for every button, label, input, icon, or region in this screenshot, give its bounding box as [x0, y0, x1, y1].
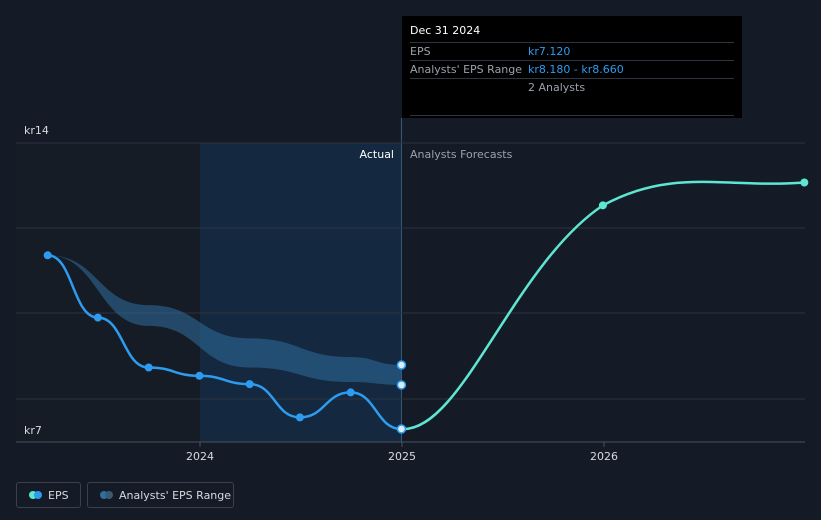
eps-forecast-point-1 [800, 178, 809, 187]
tooltip-eps-key: EPS [410, 45, 431, 58]
eps-forecast-line [401, 180, 805, 431]
range-legend-icon [100, 491, 113, 499]
eps-point-1 [93, 313, 102, 322]
y-tick-label-bottom: kr7 [24, 424, 42, 437]
tooltip-eps-value: kr7.120 [528, 45, 571, 58]
eps-point-5 [295, 413, 304, 422]
tooltip-date: Dec 31 2024 [410, 24, 481, 37]
tooltip-row-eps: EPS kr7.120 [410, 42, 734, 60]
eps-point-3 [195, 371, 204, 380]
hover-tooltip: Dec 31 2024 EPS kr7.120 Analysts' EPS Ra… [402, 16, 742, 118]
y-tick-label-top: kr14 [24, 124, 49, 137]
x-tick-label-2026: 2026 [590, 450, 618, 463]
eps-point-6 [346, 388, 355, 397]
forecast-region-label: Analysts Forecasts [410, 148, 513, 161]
tooltip-range-key: Analysts' EPS Range [410, 63, 523, 76]
eps-point-2 [144, 363, 153, 372]
x-tick-label-2025: 2025 [388, 450, 416, 463]
range-low-point [396, 380, 407, 390]
actual-region-label: Actual [360, 148, 394, 161]
x-tick-label-2024: 2024 [186, 450, 214, 463]
tooltip-analysts-key [410, 79, 528, 115]
legend-eps-button[interactable]: EPS [16, 482, 81, 508]
eps-range-band [47, 255, 402, 385]
legend-range-button[interactable]: Analysts' EPS Range [87, 482, 234, 508]
eps-point-7 [396, 424, 407, 434]
tooltip-analysts-value: 2 Analysts [528, 81, 586, 94]
legend-range-label: Analysts' EPS Range [119, 488, 232, 502]
tooltip-range-value: kr8.180 - kr8.660 [528, 63, 624, 76]
eps-legend-icon [29, 491, 42, 499]
eps-point-4 [245, 380, 254, 389]
legend-eps-label: EPS [48, 488, 69, 502]
actual-region-bg [200, 143, 402, 442]
range-high-point [396, 360, 407, 370]
tooltip-row-range: Analysts' EPS Range kr8.180 - kr8.660 [410, 60, 734, 78]
eps-point-0 [43, 251, 52, 260]
eps-forecast-point-0 [598, 201, 607, 210]
tooltip-row-analysts: 2 Analysts [410, 78, 734, 116]
